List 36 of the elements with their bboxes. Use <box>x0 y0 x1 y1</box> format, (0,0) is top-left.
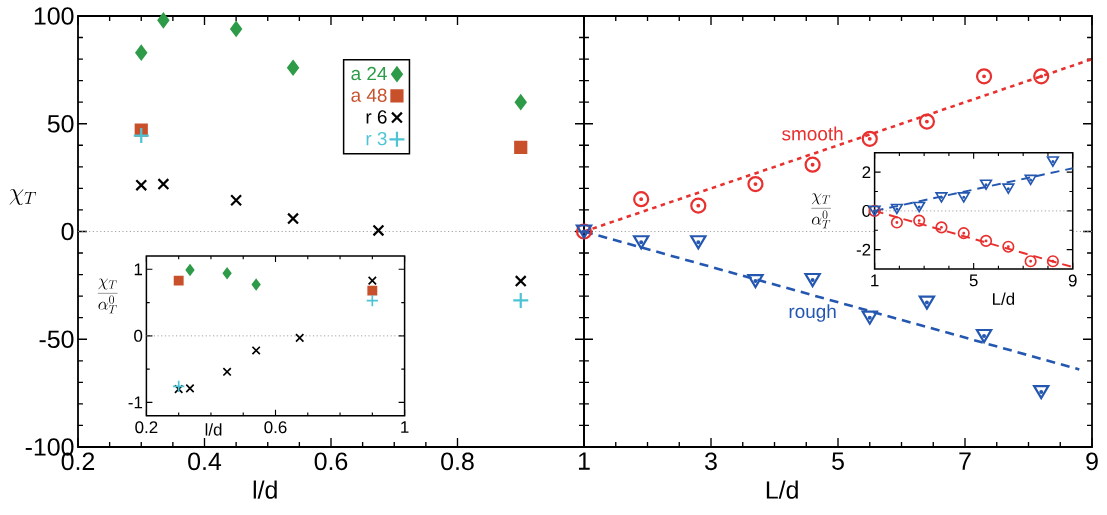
x-tick-label: 1 <box>871 274 879 287</box>
x-tick-label: 3 <box>705 452 717 471</box>
y-tick-label: -1 <box>128 396 143 409</box>
x-tick-label: 0.8 <box>441 452 474 471</box>
legend-label: r 3 <box>366 131 387 146</box>
x-axis-title: l/d <box>253 480 277 499</box>
x-tick-label: 0.4 <box>188 452 222 471</box>
y-axis-title: $\chi_T$ <box>9 189 37 206</box>
x-tick-label: 0.2 <box>135 421 158 434</box>
series-label: smooth <box>782 126 843 141</box>
y-tick-label: 100 <box>34 7 74 25</box>
x-axis-title: L/d <box>766 480 798 499</box>
x-tick-label: 0.6 <box>264 421 287 434</box>
legend-label: a 48 <box>351 88 387 102</box>
legend-label: r 6 <box>366 110 387 124</box>
y-tick-label: -50 <box>39 330 74 349</box>
series-label: rough <box>789 304 836 322</box>
y-tick-label: 1 <box>134 263 143 276</box>
y-tick-label: 50 <box>47 114 74 133</box>
x-axis-title: L/d <box>992 292 1015 305</box>
x-tick-label: 9 <box>1086 452 1098 471</box>
x-tick-label: 9 <box>1068 274 1077 287</box>
x-tick-label: 1 <box>401 421 409 433</box>
x-tick-label: 7 <box>959 452 971 470</box>
y-tick-label: 2 <box>862 166 871 179</box>
x-tick-label: 1 <box>578 452 590 470</box>
y-tick-label: 0 <box>61 222 74 241</box>
x-tick-label: 5 <box>969 274 978 287</box>
x-axis-title: l/d <box>205 423 222 436</box>
y-axis-title: $\frac{\chi_T}{\alpha_T^0}$ <box>97 278 118 314</box>
y-tick-label: -2 <box>856 243 871 256</box>
y-axis-title: $\frac{\chi_T}{\alpha_T^0}$ <box>811 193 831 229</box>
x-tick-label: 0.6 <box>314 452 348 471</box>
y-tick-label: 0 <box>134 329 143 342</box>
legend-label: a 24 <box>351 66 387 81</box>
x-tick-label: 5 <box>832 452 844 470</box>
